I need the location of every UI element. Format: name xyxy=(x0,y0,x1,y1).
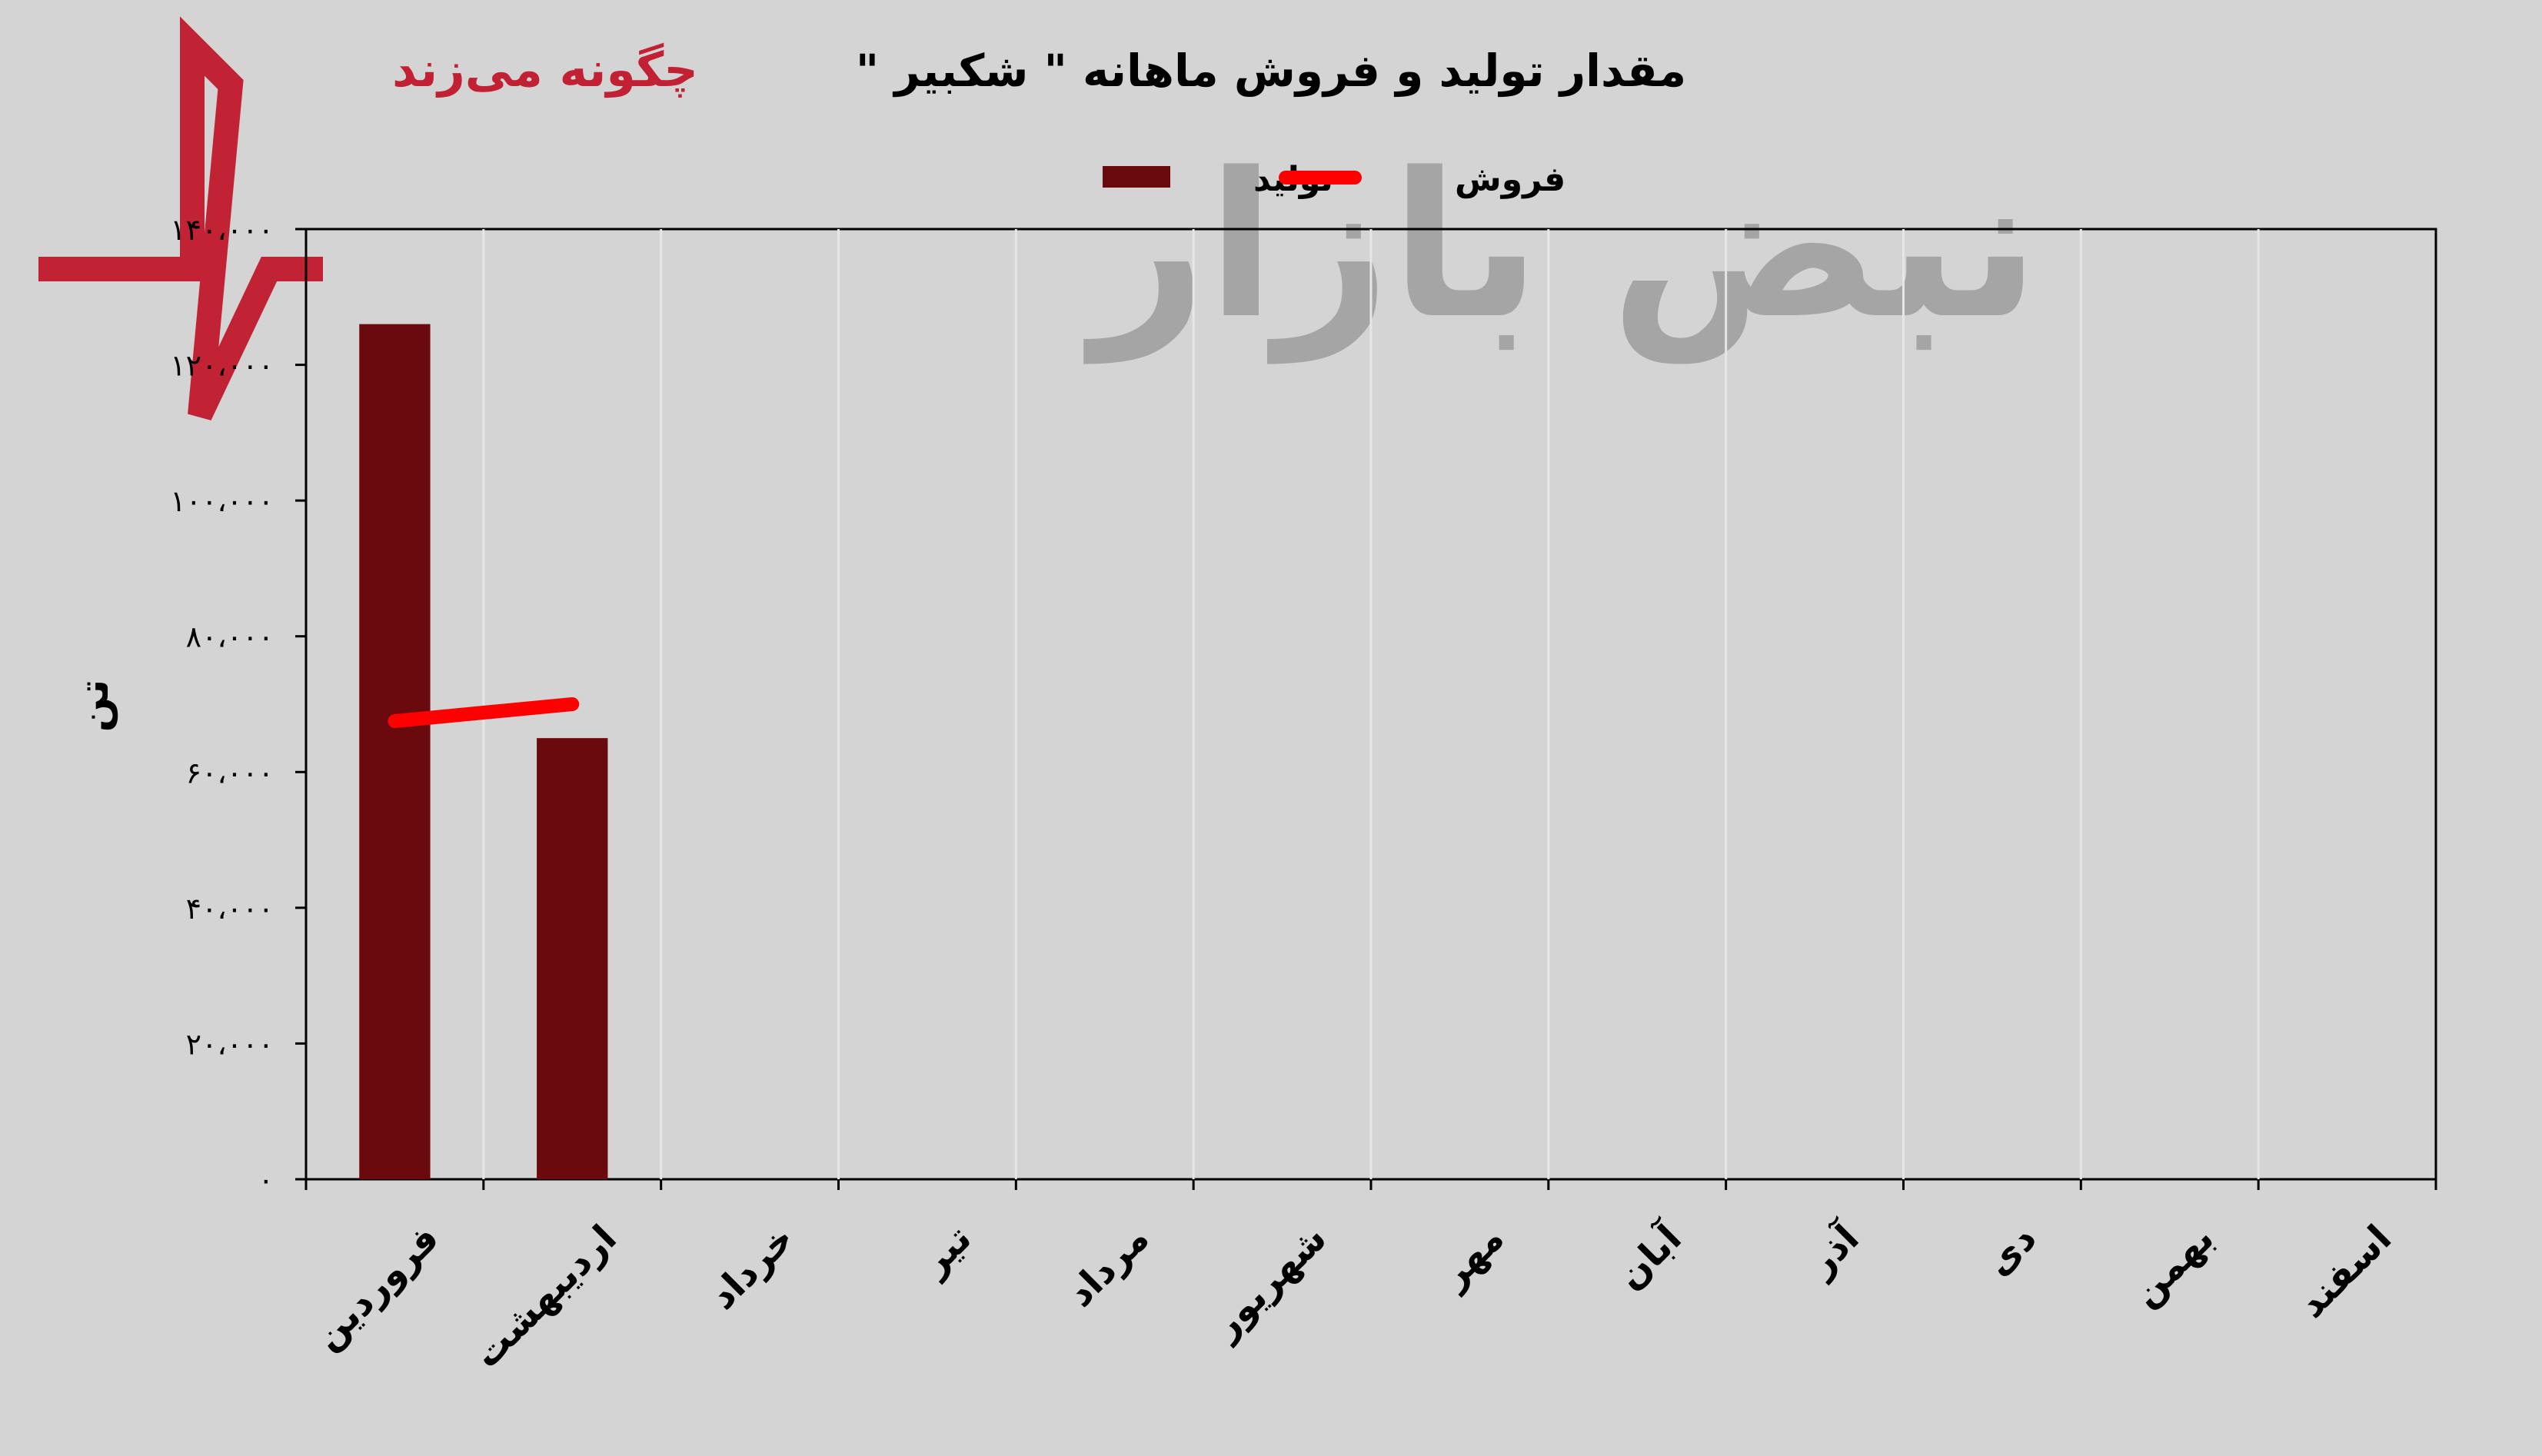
legend: تولیدفروش xyxy=(1103,160,1565,199)
x-tick-label: آذر xyxy=(1798,1215,1868,1285)
x-axis: فروردین اردیبهشت خرداد تیر مرداد شهریور مهر آبا… xyxy=(304,1179,2437,1377)
legend-swatch-bar xyxy=(1103,166,1170,188)
pulse-line-icon xyxy=(38,16,323,421)
x-tick-label: مرداد xyxy=(1059,1217,1157,1315)
watermark-brand: نبض بازار xyxy=(1083,131,2040,365)
watermark-tagline: چگونه می‌زند xyxy=(392,42,698,98)
bar xyxy=(537,738,608,1179)
y-tick-label: ۱۴۰،۰۰۰ xyxy=(170,213,274,247)
x-tick-label: مهر xyxy=(1431,1217,1512,1298)
y-tick-label: ۴۰،۰۰۰ xyxy=(186,892,274,926)
x-tick-label: شهریور xyxy=(1203,1217,1335,1348)
x-tick-label: اردیبهشت xyxy=(465,1217,625,1377)
y-axis-label: تن xyxy=(69,680,118,733)
line-series xyxy=(388,697,580,729)
brand-watermark-logo: چگونه می‌زند نبض بازار xyxy=(38,16,2040,421)
y-tick-label: ۸۰،۰۰۰ xyxy=(186,620,274,654)
bar-series xyxy=(359,324,608,1180)
y-tick-label: ۶۰،۰۰۰ xyxy=(186,756,274,789)
x-tick-label: تیر xyxy=(912,1217,980,1285)
x-tick-label: اسفند xyxy=(2291,1217,2401,1327)
x-tick-label: آبان xyxy=(1608,1215,1691,1298)
series-line xyxy=(388,697,580,729)
y-tick-label: ۲۰،۰۰۰ xyxy=(186,1027,274,1061)
y-tick-label: ۰ xyxy=(258,1163,274,1197)
grid-lines xyxy=(482,229,2260,1179)
legend-label-line: فروش xyxy=(1455,160,1565,199)
chart-title: مقدار تولید و فروش ماهانه " شکبیر " xyxy=(856,45,1686,98)
x-tick-label: فروردین xyxy=(306,1217,448,1358)
x-tick-label: خرداد xyxy=(701,1217,803,1318)
y-tick-label: ۱۰۰،۰۰۰ xyxy=(170,484,274,518)
y-tick-label: ۱۲۰،۰۰۰ xyxy=(170,349,274,383)
x-tick-label: دی xyxy=(1977,1217,2045,1285)
y-axis: ۰ ۲۰،۰۰۰ ۴۰،۰۰۰ ۶۰،۰۰۰ ۸۰،۰۰۰ ۱۰۰،۰۰۰ ۱۲۰،۰۰۰ ۱… xyxy=(170,213,306,1197)
bar xyxy=(359,324,431,1180)
x-tick-label: بهمن xyxy=(2124,1217,2222,1315)
